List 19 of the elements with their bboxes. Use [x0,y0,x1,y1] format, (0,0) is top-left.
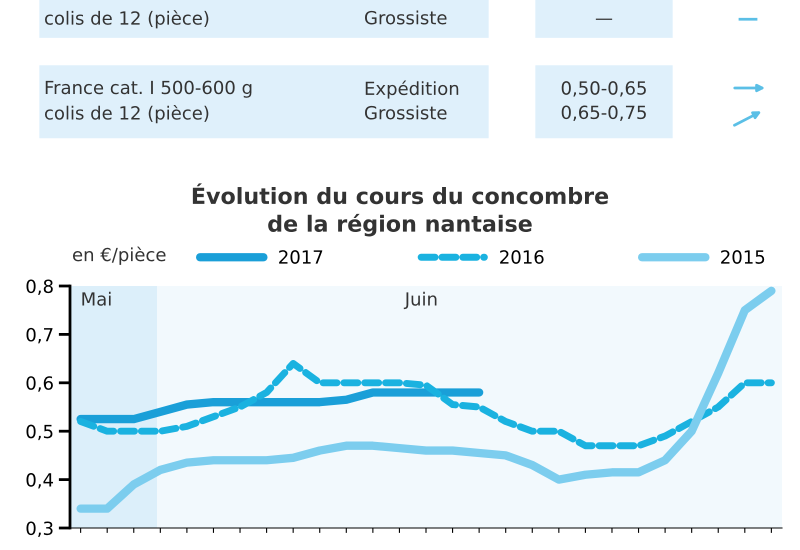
legend-label: 2015 [721,250,764,264]
text: France cat. I 500-600 g colis de 12 (pièce) [44,80,252,124]
chart-title: Évolution du cours du concombre de la région nantaise [192,183,608,236]
text: Grossiste [365,10,447,24]
y-tick-label: 0,4 [26,473,54,489]
legend-label: 2016 [500,250,544,264]
text: — [596,18,612,20]
text: 0,50-0,65 0,65-0,75 [562,81,646,121]
annotation: Juin [404,292,436,310]
y-tick-label: 0,8 [26,279,53,295]
y-tick-label: 0,6 [26,376,53,392]
y-tick-label: 0,3 [26,521,53,537]
text: colis de 12 (pièce) [44,10,208,28]
y-tick-label: 0,5 [26,424,52,440]
y-axis-title: en €/pièce [72,246,166,265]
text: Expédition Grossiste [365,80,458,120]
annotation: Mai [82,292,111,306]
legend-label: 2017 [279,250,322,264]
y-tick-label: 0,7 [26,328,52,344]
